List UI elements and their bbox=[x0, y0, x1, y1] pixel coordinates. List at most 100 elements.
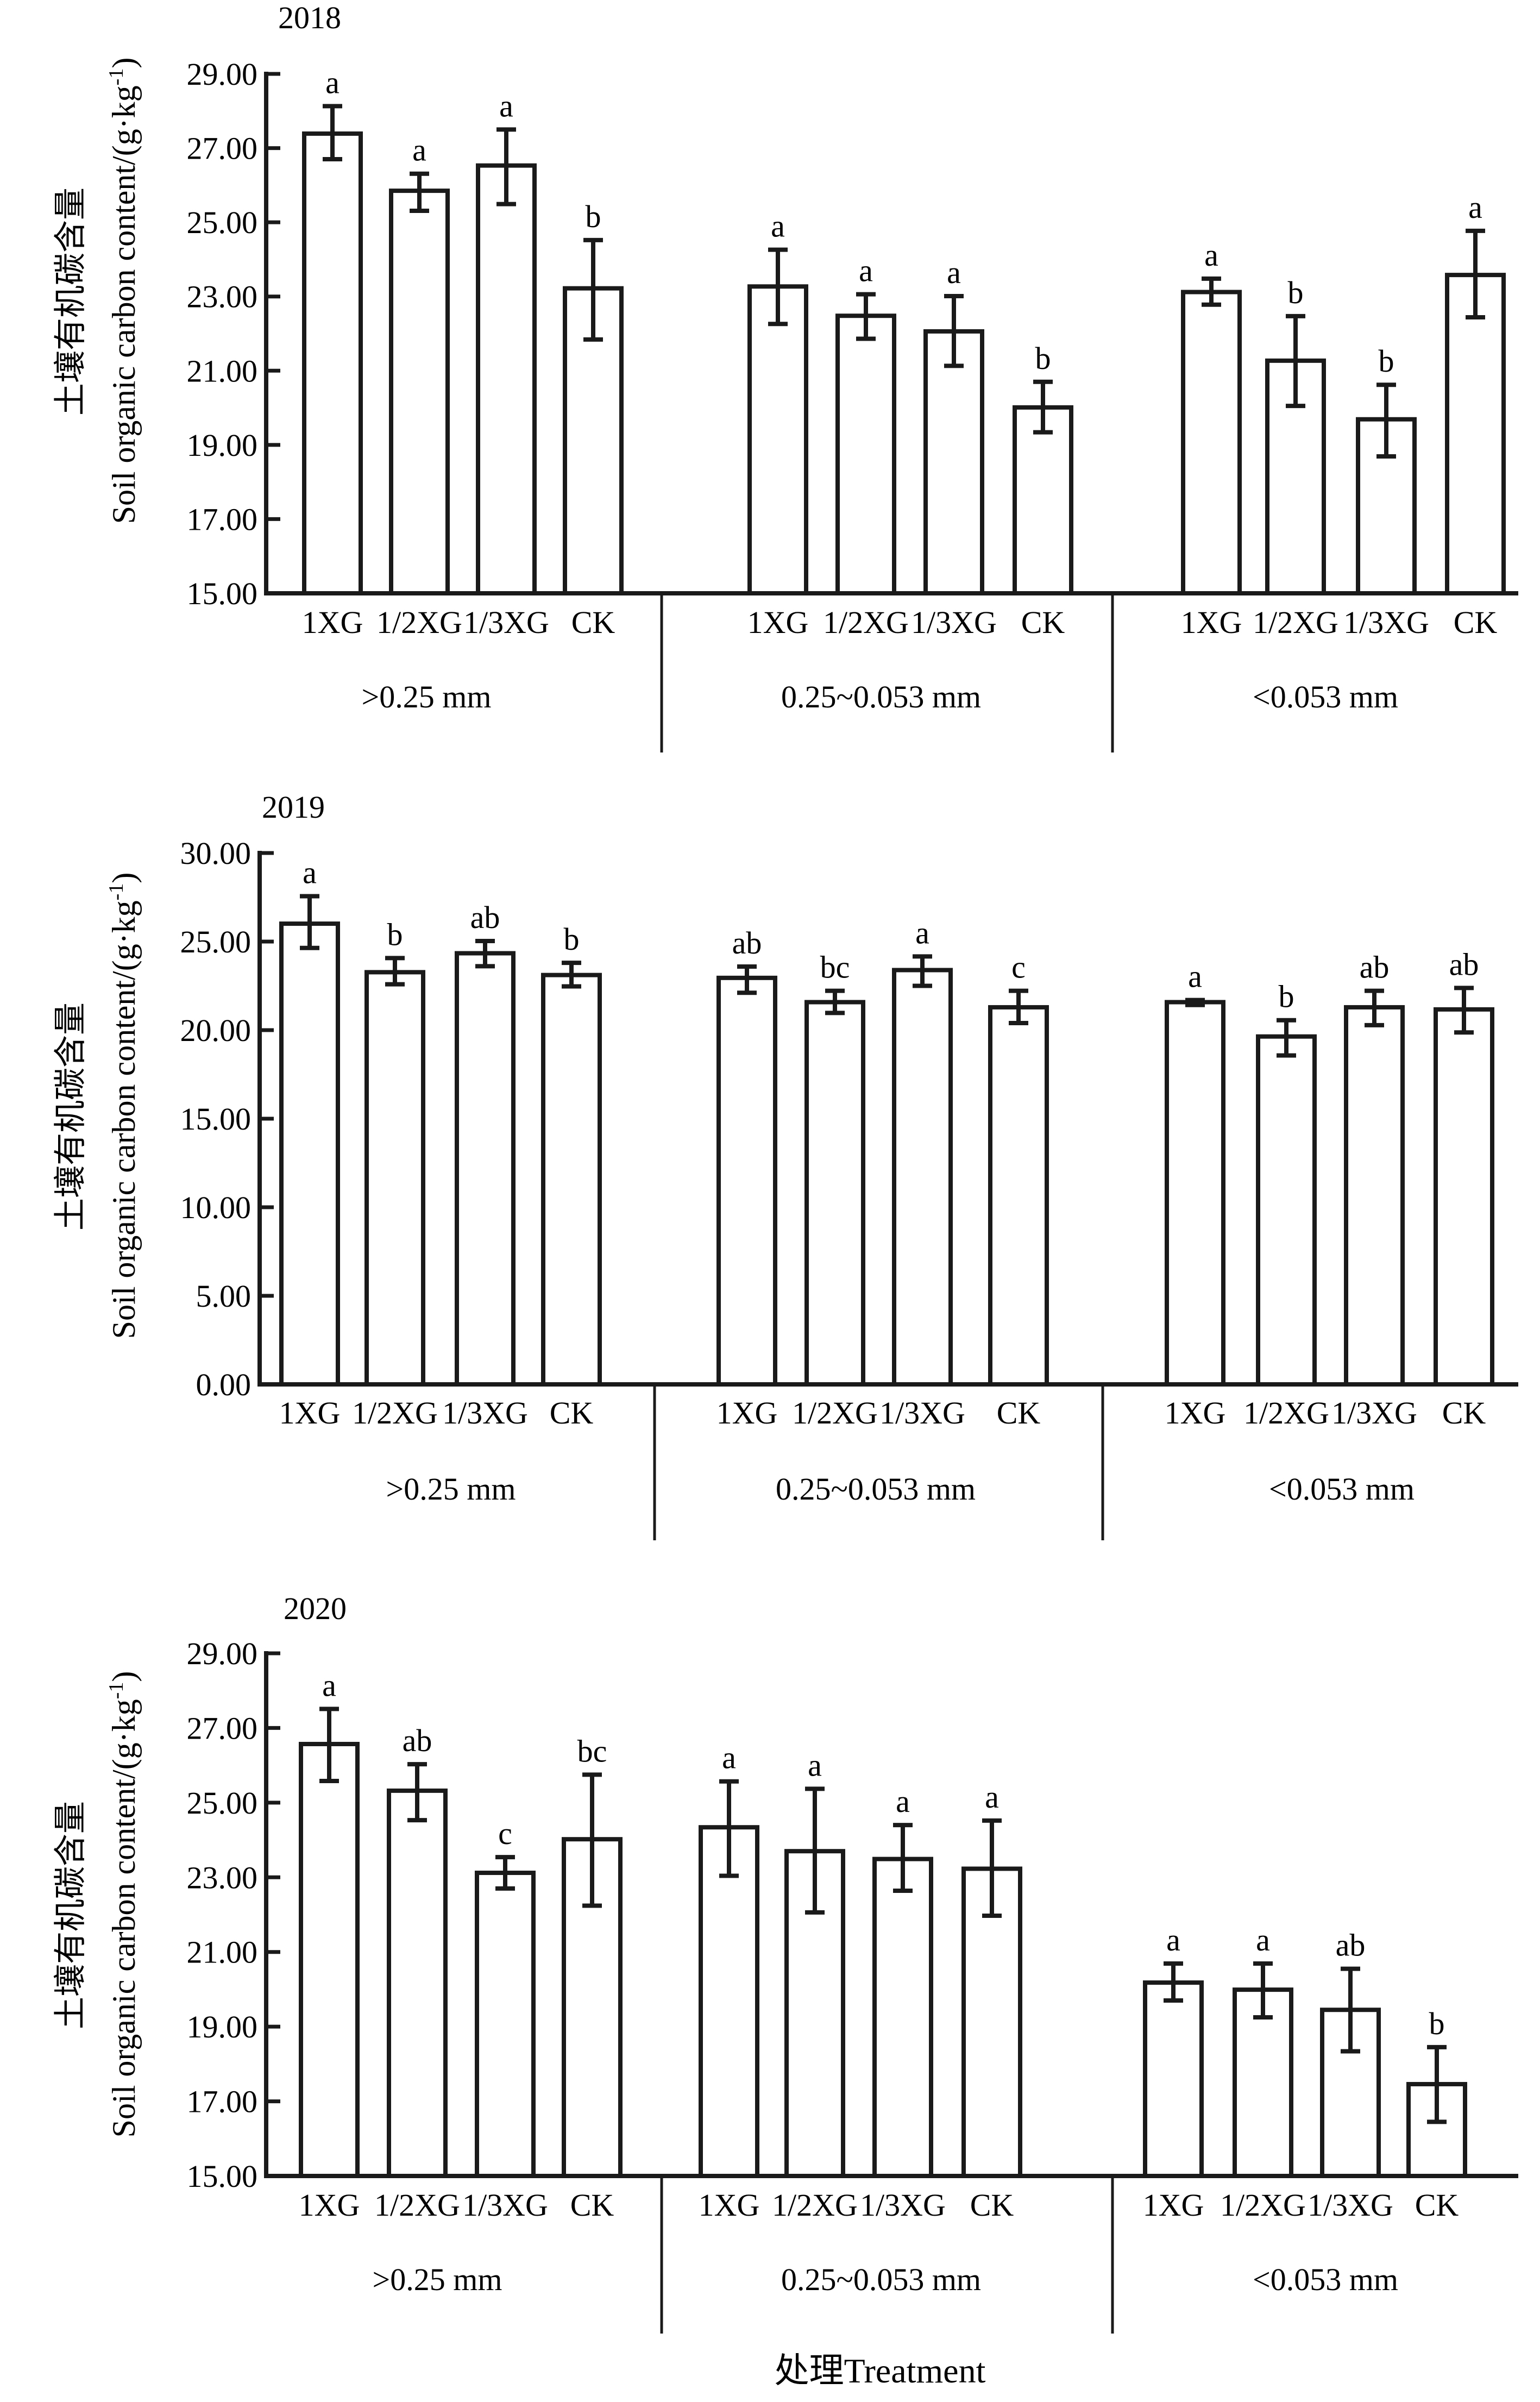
significance-label: a bbox=[859, 253, 873, 289]
x-category-label: 1XG bbox=[1165, 1395, 1226, 1431]
y-tick-label: 23.00 bbox=[187, 1860, 258, 1895]
y-tick-label: 25.00 bbox=[180, 924, 252, 959]
chart-panel-2018: 2018 15.00 17.00 19.00 21.00 23.00 25.00 27.00 2… bbox=[53, 0, 1518, 752]
bar-ck bbox=[988, 1005, 1049, 1387]
y-title-sup: -1 bbox=[105, 883, 128, 901]
significance-label: a bbox=[896, 1784, 910, 1819]
bar-1xg bbox=[279, 921, 340, 1387]
bar-1xg bbox=[1143, 1980, 1204, 2179]
bar-1-2xg bbox=[364, 970, 425, 1387]
y-axis-title-cn: 土壤有机碳含量 bbox=[53, 1801, 89, 2029]
bar-1-2xg bbox=[1233, 1987, 1293, 2178]
bar-1xg bbox=[1165, 1000, 1225, 1387]
bar-1-3xg bbox=[455, 951, 516, 1387]
y-title-main: Soil organic carbon content/(g·kg bbox=[106, 900, 142, 1339]
x-category-label: CK bbox=[1442, 1395, 1486, 1431]
significance-label: b bbox=[1288, 275, 1304, 310]
bar-1-3xg bbox=[475, 1871, 536, 2179]
bar-1-3xg bbox=[872, 1857, 933, 2178]
y-title-end: ) bbox=[106, 873, 142, 883]
significance-label: b bbox=[564, 921, 580, 957]
significance-label: c bbox=[1011, 950, 1026, 985]
bar-1-2xg bbox=[835, 313, 896, 595]
y-tick-label: 25.00 bbox=[187, 1785, 258, 1821]
group-label: <0.053 mm bbox=[1269, 1471, 1415, 1507]
chart-panel-2019: 2019 0.00 5.00 10.00 15.00 20.00 25.00 30.00 土壤有… bbox=[53, 789, 1518, 1540]
y-tick-label: 29.00 bbox=[187, 1636, 258, 1671]
significance-label: ab bbox=[732, 925, 762, 961]
significance-label: c bbox=[498, 1816, 512, 1851]
y-title-main: Soil organic carbon content/(g·kg bbox=[106, 85, 142, 524]
y-tick-label: 29.00 bbox=[187, 57, 258, 92]
y-tick-label: 15.00 bbox=[187, 576, 258, 611]
x-category-label: 1/2XG bbox=[792, 1395, 878, 1431]
significance-label: ab bbox=[1360, 950, 1390, 985]
x-category-label: CK bbox=[1415, 2187, 1459, 2223]
bar-ck bbox=[961, 1866, 1022, 2178]
x-category-label: 1/3XG bbox=[1331, 1395, 1417, 1431]
bar-group-gt025: a 1XG b 1/2XG ab 1/3XG b CK >0.25 mm bbox=[279, 855, 602, 1507]
significance-label: ab bbox=[1449, 946, 1479, 982]
bar-1xg bbox=[302, 131, 363, 595]
bar-1xg bbox=[699, 1825, 759, 2178]
significance-label: a bbox=[303, 855, 317, 890]
bar-1xg bbox=[1181, 290, 1242, 595]
y-tick-label: 17.00 bbox=[187, 501, 258, 537]
bar-1-3xg bbox=[476, 163, 537, 595]
bar-group-lt0053: a 1XG b 1/2XG b 1/3XG a CK <0.053 mm bbox=[1181, 190, 1506, 714]
group-label: <0.053 mm bbox=[1253, 679, 1398, 714]
x-category-label: 1XG bbox=[699, 2187, 760, 2223]
y-tick-label: 5.00 bbox=[196, 1278, 252, 1314]
y-tick-label: 27.00 bbox=[187, 131, 258, 166]
y-axis-title-en: Soil organic carbon content/(g·kg-1) bbox=[105, 1671, 142, 2138]
y-axis-title-en: Soil organic carbon content/(g·kg-1) bbox=[105, 873, 142, 1339]
bar-ck bbox=[1434, 1007, 1494, 1387]
significance-label: a bbox=[1256, 1922, 1270, 1958]
significance-label: a bbox=[322, 1667, 336, 1703]
x-category-label: 1XG bbox=[302, 605, 363, 640]
panel-year-label: 2018 bbox=[278, 0, 341, 35]
bar-1xg bbox=[716, 975, 777, 1387]
significance-label: b bbox=[586, 199, 601, 234]
y-title-main: Soil organic carbon content/(g·kg bbox=[106, 1699, 142, 2137]
bar-group-025to0053: ab 1XG bc 1/2XG a 1/3XG c CK 0.25~0.053 mm bbox=[716, 915, 1049, 1507]
y-tick-label: 21.00 bbox=[187, 1935, 258, 1970]
bar-1-2xg bbox=[389, 189, 450, 596]
x-category-label: CK bbox=[570, 2187, 614, 2223]
bar-1-2xg bbox=[387, 1788, 448, 2179]
y-tick-label: 19.00 bbox=[187, 2009, 258, 2044]
y-tick-label: 17.00 bbox=[187, 2084, 258, 2119]
bar-group-lt0053: a 1XG b 1/2XG ab 1/3XG ab CK <0.053 mm bbox=[1165, 946, 1494, 1507]
y-tick-label: 20.00 bbox=[180, 1013, 252, 1048]
x-category-label: 1XG bbox=[279, 1395, 341, 1431]
y-tick-label: 25.00 bbox=[187, 205, 258, 240]
x-category-label: 1/2XG bbox=[1220, 2187, 1306, 2223]
bar-group-lt0053: a 1XG a 1/2XG ab 1/3XG b CK <0.053 mm bbox=[1143, 1922, 1467, 2297]
x-category-label: 1/3XG bbox=[860, 2187, 946, 2223]
significance-label: ab bbox=[470, 900, 500, 935]
group-label: <0.053 mm bbox=[1253, 2262, 1398, 2297]
x-category-label: 1/2XG bbox=[772, 2187, 858, 2223]
y-tick-label: 19.00 bbox=[187, 428, 258, 463]
y-title-end: ) bbox=[106, 1671, 142, 1682]
significance-label: a bbox=[1166, 1922, 1180, 1958]
y-tick-label: 0.00 bbox=[196, 1367, 252, 1402]
x-axis-title: 处理Treatment bbox=[775, 2351, 986, 2390]
y-tick-label: 30.00 bbox=[180, 836, 252, 871]
y-tick-label: 27.00 bbox=[187, 1710, 258, 1746]
x-category-label: 1XG bbox=[299, 2187, 360, 2223]
bar-1-2xg bbox=[804, 1000, 865, 1387]
group-label: 0.25~0.053 mm bbox=[781, 679, 981, 714]
bar-ck bbox=[541, 973, 602, 1387]
significance-label: b bbox=[1035, 341, 1051, 376]
bar-ck bbox=[1445, 273, 1506, 595]
bar-1-3xg bbox=[923, 329, 984, 595]
significance-label: bc bbox=[577, 1733, 607, 1768]
y-tick-label: 23.00 bbox=[187, 279, 258, 315]
x-category-label: CK bbox=[571, 605, 615, 640]
y-axis-title-cn: 土壤有机碳含量 bbox=[53, 187, 89, 416]
group-label: >0.25 mm bbox=[362, 679, 492, 714]
x-category-label: 1XG bbox=[1181, 605, 1242, 640]
significance-label: bc bbox=[820, 950, 850, 985]
